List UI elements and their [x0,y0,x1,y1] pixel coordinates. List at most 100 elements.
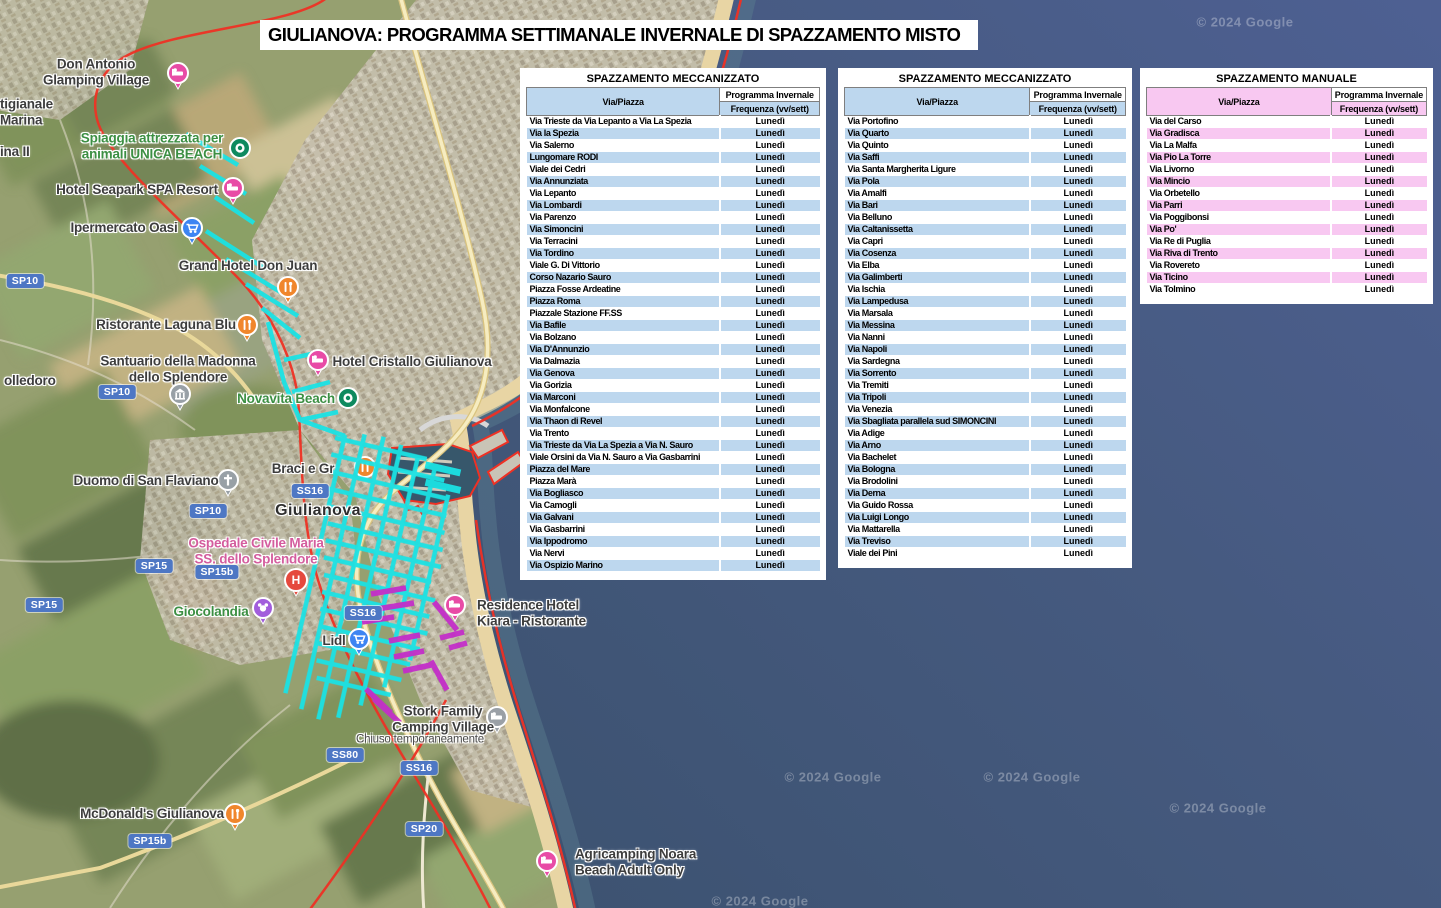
poi-label-seapark[interactable]: Hotel Seapark SPA Resort [56,182,218,198]
poi-label-novavita[interactable]: Novavita Beach [237,391,335,407]
cell-frequenza: Lunedì [1028,223,1126,236]
lodging-marker-stork[interactable] [486,706,508,735]
cell-frequenza: Lunedì [718,427,820,440]
sweeping-table-manual: Via/Piazza Programma Invernale Frequenza… [1146,87,1428,296]
table-row: Via Capri Lunedì [844,235,1126,248]
table-row: Via Annunziata Lunedì [526,175,820,188]
cell-via: Via Saffi [844,151,1030,164]
table-row: Via Mattarella Lunedì [844,523,1126,536]
restaurant-marker-don-juan[interactable] [277,276,299,305]
cell-frequenza: Lunedì [1028,499,1126,512]
cell-frequenza: Lunedì [1028,235,1126,248]
cell-frequenza: Lunedì [1028,415,1126,428]
table-row: Via Galimberti Lunedì [844,271,1126,284]
road-badge-sp15b: SP15b [195,565,239,579]
restaurant-marker-laguna-blu[interactable] [236,314,258,343]
poi-label-mcdonalds[interactable]: McDonald's Giulianova [80,806,224,822]
cell-frequenza: Lunedì [1028,343,1126,356]
table-row: Via Dalmazia Lunedì [526,355,820,368]
cell-frequenza: Lunedì [1028,439,1126,452]
cell-frequenza: Lunedì [1028,367,1126,380]
cell-frequenza: Lunedì [718,151,820,164]
lodging-marker-seapark[interactable] [222,177,244,206]
poi-label-unica-beach[interactable]: Spiaggia attrezzata per animali UNICA BE… [80,130,224,161]
lodging-marker-kiara[interactable] [444,594,466,623]
cell-via: Via Monfalcone [526,403,720,416]
cell-via: Via Gradisca [1146,127,1332,140]
poi-label-santuario[interactable]: Santuario della Madonna dello Splendore [100,353,256,384]
restaurant-marker-mcdonalds[interactable] [224,803,246,832]
poi-label-laguna-blu[interactable]: Ristorante Laguna Blu [96,317,236,333]
poi-label-braci[interactable]: Braci e Gr [271,461,335,477]
cell-frequenza: Lunedì [718,223,820,236]
beach-marker-novavita[interactable] [337,387,359,409]
cell-via: Via Ippodromo [526,535,720,548]
cell-via: Via Lombardi [526,199,720,212]
table-row: Via del Carso Lunedì [1146,115,1427,128]
table-row: Via Napoli Lunedì [844,343,1126,356]
beach-marker-unica[interactable] [229,137,251,159]
church-marker-duomo[interactable] [217,469,239,498]
poi-label-stork[interactable]: Stork Family Camping Village [392,703,494,734]
cell-frequenza: Lunedì [1330,163,1427,176]
city-label-giulianova[interactable]: Giulianova [275,501,361,519]
cell-frequenza: Lunedì [1028,547,1126,560]
column-header-via: Via/Piazza [843,87,1031,116]
cell-via: Via Sorrento [844,367,1030,380]
poi-label-agricamping[interactable]: Agricamping Noara Beach Adult Only [575,846,697,877]
lodging-marker-don-antonio[interactable] [167,62,189,91]
hospital-marker[interactable]: H [284,568,308,598]
supermarket-marker-oasi[interactable] [181,217,203,246]
poi-label-kiara[interactable]: Residence Hotel Kiara - Ristorante [477,597,586,628]
cell-via: Via Poggibonsi [1146,211,1332,224]
cell-via: Via Dalmazia [526,355,720,368]
table-row: Via Bolzano Lunedì [526,331,820,344]
cell-frequenza: Lunedì [718,475,820,488]
poi-label-ospedale[interactable]: Ospedale Civile Maria SS. dello Splendor… [188,535,324,566]
cell-via: Via Brodolini [844,475,1030,488]
table-row: Via Pola Lunedì [844,175,1126,188]
cell-via: Via del Carso [1146,115,1332,128]
cell-via: Via Ticino [1146,271,1332,284]
cell-via: Via Messina [844,319,1030,332]
cell-frequenza: Lunedì [1028,283,1126,296]
table-row: Via Genova Lunedì [526,367,820,380]
church-marker-santuario[interactable] [169,383,191,412]
cell-frequenza: Lunedì [718,175,820,188]
cell-frequenza: Lunedì [1028,271,1126,284]
table-row: Via Santa Margherita Ligure Lunedì [844,163,1126,176]
poi-label-duomo[interactable]: Duomo di San Flaviano [73,473,219,489]
cell-frequenza: Lunedì [1028,151,1126,164]
supermarket-marker-lidl[interactable] [348,628,370,657]
cell-via: Via Tremiti [844,379,1030,392]
cell-via: Via Adige [844,427,1030,440]
cell-via: Via Pola [844,175,1030,188]
table-row: Via Arno Lunedì [844,439,1126,452]
cell-frequenza: Lunedì [1028,331,1126,344]
cell-frequenza: Lunedì [718,247,820,260]
cell-via: Via Elba [844,259,1030,272]
lodging-marker-agricamping[interactable] [536,850,558,879]
table-row: Via Treviso Lunedì [844,535,1126,548]
poi-label-giocolandia[interactable]: Giocolandia [173,604,249,620]
poi-label-don-juan[interactable]: Grand Hotel Don Juan [178,258,318,274]
playground-marker-giocolandia[interactable] [252,597,274,626]
column-header-frequenza: Frequenza (vv/sett) [1330,101,1428,116]
road-badge-ss16: SS16 [344,606,382,620]
cell-frequenza: Lunedì [718,451,820,464]
poi-label-oasi[interactable]: Ipermercato Oasi [70,220,178,236]
cell-via: Corso Nazario Sauro [526,271,720,284]
cell-frequenza: Lunedì [1028,295,1126,308]
poi-label-don-antonio[interactable]: Don Antonio Glamping Village [42,56,150,87]
table-row: Via Lombardi Lunedì [526,199,820,212]
poi-label-cristallo[interactable]: Hotel Cristallo Giulianova [332,354,492,370]
cell-frequenza: Lunedì [1028,355,1126,368]
table-row: Via Brodolini Lunedì [844,475,1126,488]
lodging-marker-cristallo[interactable] [307,349,329,378]
cell-via: Via Lepanto [526,187,720,200]
table-row: Via Parenzo Lunedì [526,211,820,224]
cell-frequenza: Lunedì [1330,223,1427,236]
poi-label-lidl[interactable]: Lidl [322,633,346,649]
table-title: SPAZZAMENTO MANUALE [1216,73,1357,85]
table-row: Via Tripoli Lunedì [844,391,1126,404]
